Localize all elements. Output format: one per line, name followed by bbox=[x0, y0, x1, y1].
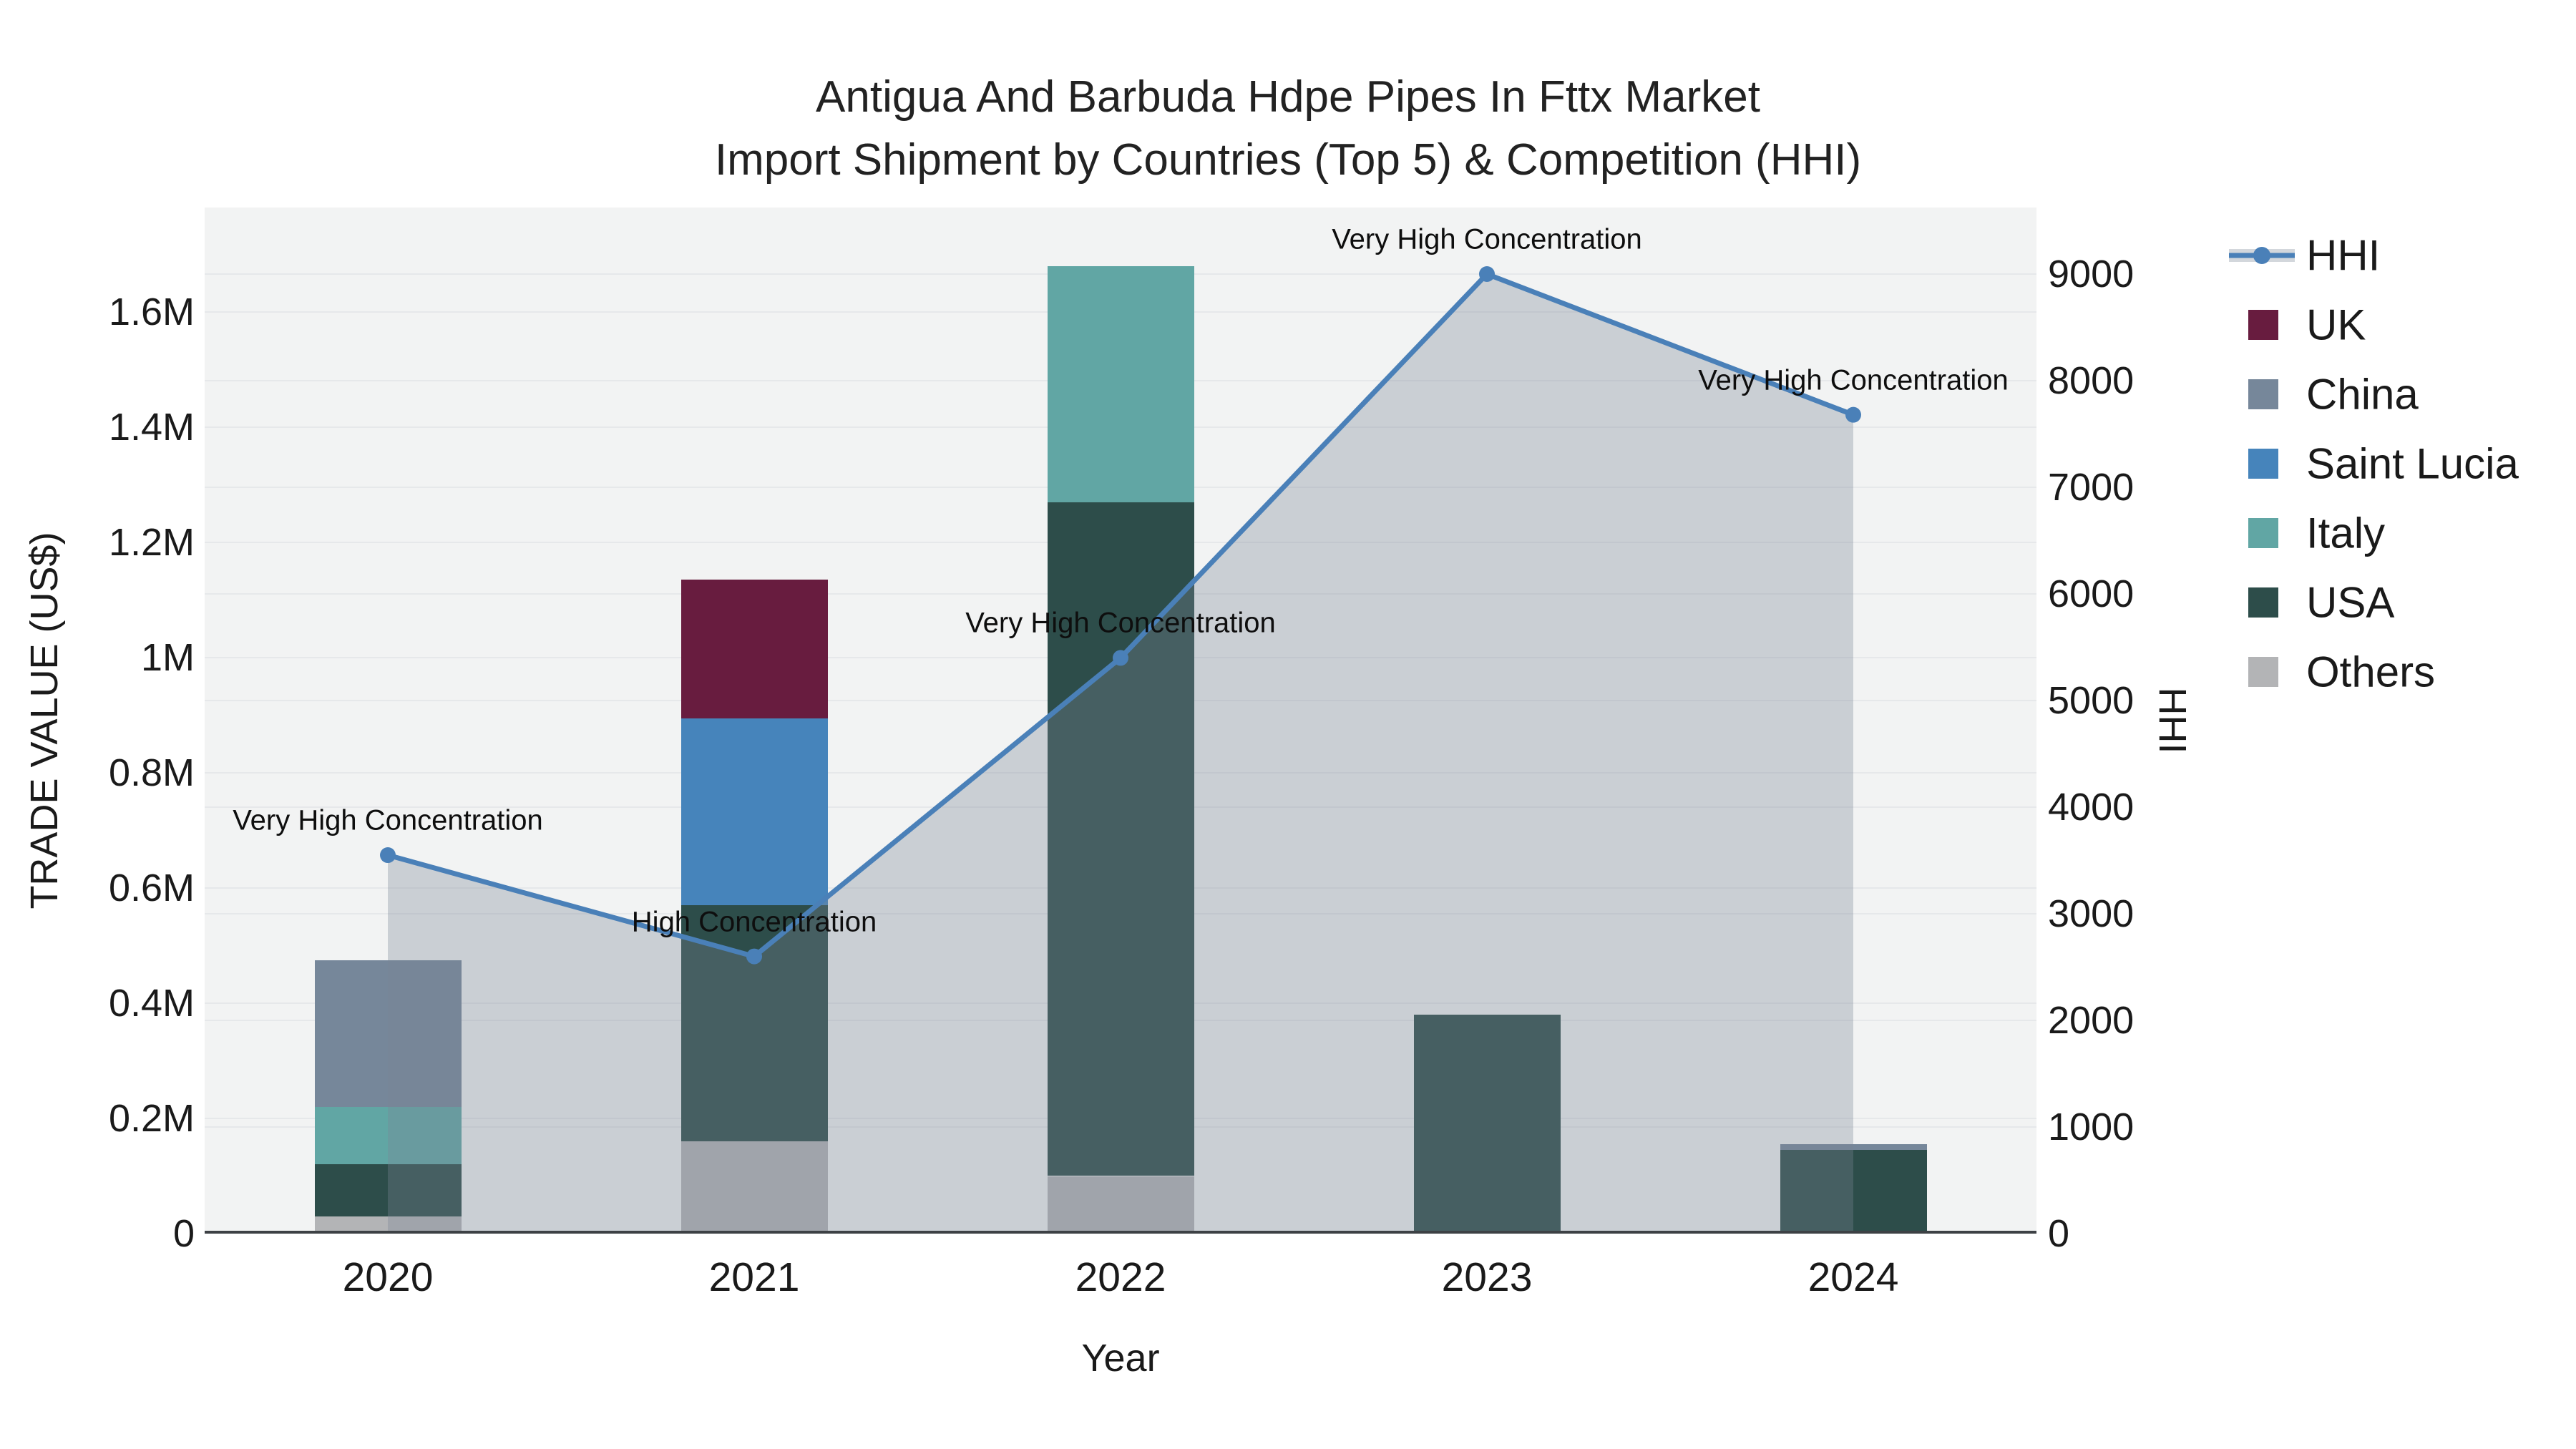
legend-swatch-saint-lucia bbox=[2248, 449, 2278, 479]
hhi-marker-swatch bbox=[2253, 247, 2270, 264]
legend-swatch-others bbox=[2248, 657, 2278, 687]
hhi-marker[interactable] bbox=[1113, 650, 1128, 666]
legend-label: Italy bbox=[2306, 509, 2386, 557]
hhi-marker[interactable] bbox=[1479, 266, 1495, 282]
x-axis-line bbox=[205, 1231, 2036, 1234]
hhi-annotation: Very High Concentration bbox=[965, 607, 1276, 639]
hhi-marker[interactable] bbox=[380, 847, 396, 864]
x-tick-label: 2022 bbox=[1075, 1254, 1166, 1300]
legend-label: UK bbox=[2306, 301, 2366, 349]
x-axis-title: Year bbox=[1081, 1337, 1160, 1380]
bar-segment-china[interactable] bbox=[1780, 1144, 1927, 1151]
chart-title-line1: Antigua And Barbuda Hdpe Pipes In Fttx M… bbox=[816, 72, 1760, 122]
y-left-tick-label: 0.8M bbox=[108, 751, 195, 794]
bar-segment-usa[interactable] bbox=[680, 905, 828, 1142]
y-right-tick-label: 7000 bbox=[2048, 466, 2135, 509]
y-left-tick-label: 0.6M bbox=[108, 867, 195, 909]
legend-swatch-china bbox=[2248, 379, 2278, 409]
y-left-tick-label: 1M bbox=[140, 636, 195, 679]
hhi-marker[interactable] bbox=[1845, 406, 1861, 423]
y-right-tick-label: 5000 bbox=[2048, 679, 2135, 722]
y-right-tick-label: 1000 bbox=[2048, 1106, 2135, 1148]
bar-segment-italy[interactable] bbox=[1047, 265, 1194, 502]
hhi-annotation: Very High Concentration bbox=[1332, 223, 1642, 255]
bar-segment-italy[interactable] bbox=[314, 1106, 462, 1165]
x-tick-label: 2024 bbox=[1807, 1254, 1899, 1300]
hhi-annotation: Very High Concentration bbox=[1698, 364, 2009, 396]
y-right-tick-label: 6000 bbox=[2048, 572, 2135, 615]
bar-segment-saint-lucia[interactable] bbox=[680, 718, 828, 906]
y-right-tick-label: 0 bbox=[2048, 1212, 2070, 1255]
y-right-tick-label: 9000 bbox=[2048, 253, 2135, 296]
y-left-tick-label: 1.2M bbox=[108, 521, 195, 564]
y-right-tick-label: 3000 bbox=[2048, 892, 2135, 935]
y-left-tick-label: 1.4M bbox=[108, 406, 195, 449]
y-left-tick-label: 0.2M bbox=[108, 1097, 195, 1140]
bar-segment-others[interactable] bbox=[1047, 1176, 1194, 1234]
x-tick-label: 2021 bbox=[708, 1254, 800, 1300]
bar-segment-usa[interactable] bbox=[314, 1164, 462, 1216]
hhi-marker[interactable] bbox=[746, 948, 762, 965]
y-left-tick-label: 0.4M bbox=[108, 982, 195, 1025]
bar-segment-usa[interactable] bbox=[1047, 502, 1194, 1176]
bar-segment-others[interactable] bbox=[680, 1141, 828, 1234]
hhi-legend-sample bbox=[2229, 240, 2295, 270]
bar-segment-uk[interactable] bbox=[680, 580, 828, 718]
bar-segment-usa[interactable] bbox=[1413, 1015, 1561, 1234]
legend-label: Others bbox=[2306, 648, 2436, 696]
x-tick-label: 2020 bbox=[342, 1254, 434, 1300]
legend-label: USA bbox=[2306, 578, 2395, 627]
y-left-tick-label: 1.6M bbox=[108, 291, 195, 333]
legend-label: Saint Lucia bbox=[2306, 439, 2519, 488]
legend-label: HHI bbox=[2306, 231, 2381, 280]
hhi-annotation: High Concentration bbox=[631, 906, 877, 938]
bar-segment-usa[interactable] bbox=[1780, 1150, 1927, 1231]
legend-label: China bbox=[2306, 370, 2419, 419]
bar-segment-others[interactable] bbox=[314, 1216, 462, 1234]
legend-swatch-uk bbox=[2248, 310, 2278, 340]
y-left-axis-title: TRADE VALUE (US$) bbox=[23, 532, 66, 909]
y-right-axis-title: HHI bbox=[2151, 687, 2194, 754]
y-right-tick-label: 8000 bbox=[2048, 359, 2135, 402]
bar-segment-china[interactable] bbox=[314, 960, 462, 1107]
x-tick-label: 2023 bbox=[1441, 1254, 1533, 1300]
chart-title-line2: Import Shipment by Countries (Top 5) & C… bbox=[714, 135, 1862, 185]
hhi-annotation: Very High Concentration bbox=[233, 804, 543, 836]
legend-swatch-usa bbox=[2248, 587, 2278, 618]
y-left-tick-label: 0 bbox=[172, 1212, 195, 1255]
y-right-tick-label: 2000 bbox=[2048, 999, 2135, 1042]
legend-swatch-italy bbox=[2248, 518, 2278, 548]
y-right-tick-label: 4000 bbox=[2048, 786, 2135, 829]
